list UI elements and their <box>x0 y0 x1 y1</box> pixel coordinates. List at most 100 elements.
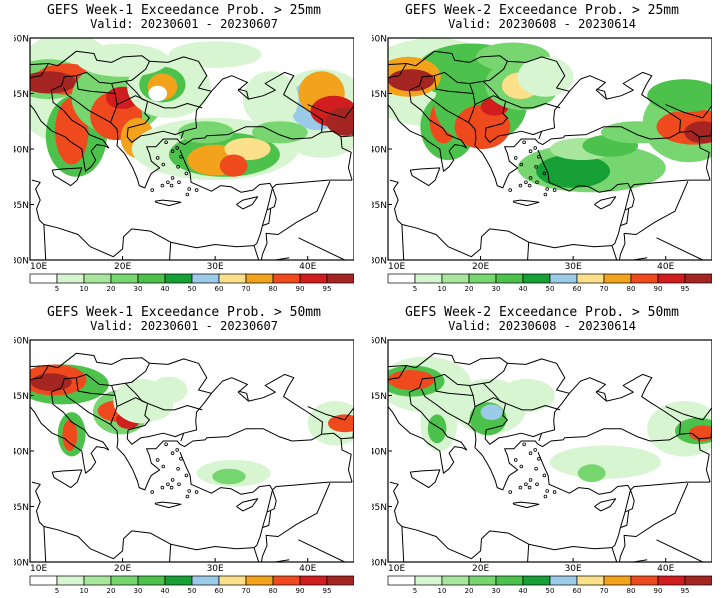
colorbar-label: 60 <box>215 285 224 293</box>
coastline <box>30 50 150 84</box>
colorbar-label: 95 <box>323 587 332 595</box>
colorbar-segment <box>218 575 247 586</box>
coastline <box>388 63 407 79</box>
coastlines-borders <box>30 50 354 260</box>
island <box>528 176 533 180</box>
colorbar-label: 70 <box>242 285 251 293</box>
lon-label: 40E <box>299 262 316 272</box>
coastline <box>419 71 476 123</box>
island <box>528 149 533 154</box>
coastline <box>537 451 631 495</box>
coastline <box>538 131 543 140</box>
panel-valid-range: Valid: 20230601 - 20230607 <box>90 17 278 31</box>
island <box>185 494 190 499</box>
panel-valid-range: Valid: 20230608 - 20230614 <box>448 17 636 31</box>
colorbar-label: 30 <box>492 587 501 595</box>
lat-label: 45N <box>372 90 387 100</box>
coastline <box>321 120 354 138</box>
island <box>175 146 180 150</box>
island <box>169 183 174 188</box>
coastline <box>253 547 260 562</box>
coastline <box>62 86 181 189</box>
coastline <box>30 85 110 172</box>
colorbar-label: 95 <box>681 587 690 595</box>
island <box>527 485 532 490</box>
island <box>552 490 557 494</box>
colorbar-segment <box>684 273 712 284</box>
coastline <box>273 257 290 260</box>
island <box>160 485 165 490</box>
colorbar-segment <box>657 273 686 284</box>
probability-contour <box>684 121 712 144</box>
map-panel-week2-50mm: GEFS Week-2 Exceedance Prob. > 50mm Vali… <box>372 302 712 598</box>
coastline <box>388 365 407 381</box>
coastline <box>43 224 47 260</box>
colorbar-label: 80 <box>269 285 278 293</box>
map-figure: 50N 45N 40N 35N 30N10E 20E 30E 40E 5 10 20 30 40 50 60… <box>372 35 712 293</box>
island <box>176 165 180 169</box>
coastline <box>260 181 331 260</box>
lat-label: 50N <box>14 35 29 45</box>
colorbar-segment <box>414 575 443 586</box>
probability-contour <box>168 41 262 68</box>
panel-valid-range: Valid: 20230601 - 20230607 <box>90 319 278 333</box>
lon-label: 10E <box>30 262 47 272</box>
coastline <box>24 418 27 436</box>
colorbar-label: 20 <box>107 587 116 595</box>
coastline <box>51 167 83 187</box>
coastline <box>388 387 468 474</box>
colorbar-segment <box>272 273 301 284</box>
lon-label: 20E <box>114 262 131 272</box>
island <box>527 183 532 188</box>
coastline <box>126 101 197 143</box>
probability-contour <box>178 121 234 144</box>
colorbar-segment <box>576 575 605 586</box>
coastline <box>147 100 203 109</box>
probability-contour <box>688 425 712 441</box>
coastline <box>340 438 353 483</box>
colorbar-segment <box>110 273 139 284</box>
colorbar-segment <box>441 575 470 586</box>
lat-label: 40N <box>372 146 387 156</box>
coastline <box>618 483 689 562</box>
island <box>164 442 168 447</box>
coastline <box>30 387 110 474</box>
colorbar-segment <box>164 575 193 586</box>
coastline <box>484 403 555 445</box>
lon-label: 20E <box>114 564 131 574</box>
colorbar-segment <box>272 575 301 586</box>
coastline <box>630 179 711 189</box>
precip-probability-field <box>30 364 354 487</box>
colorbar-segment <box>56 273 85 284</box>
lon-label: 30E <box>565 564 582 574</box>
coastline <box>298 237 345 260</box>
island <box>508 490 513 494</box>
colorbar-segment <box>414 273 443 284</box>
coastline <box>388 50 508 84</box>
island <box>543 494 548 499</box>
colorbar-label: 70 <box>600 285 609 293</box>
colorbar-label: 30 <box>134 285 143 293</box>
island <box>164 140 168 145</box>
coastline <box>419 373 476 425</box>
colorbar-label: 10 <box>438 285 447 293</box>
probability-contour <box>550 445 661 479</box>
coastline <box>409 167 441 187</box>
colorbar-segment <box>29 273 58 284</box>
island <box>155 458 160 462</box>
coastline <box>594 196 617 210</box>
coastline <box>537 126 680 146</box>
island <box>524 482 528 487</box>
island <box>545 489 550 493</box>
island <box>161 464 166 469</box>
coastline <box>75 75 116 94</box>
island <box>534 165 538 169</box>
colorbar-segment <box>326 575 354 586</box>
island <box>179 155 183 159</box>
coastline <box>512 501 540 509</box>
coastline <box>238 390 249 402</box>
island <box>169 485 174 490</box>
lon-label: 40E <box>657 262 674 272</box>
map-figure: 50N 45N 40N 35N 30N10E 20E 30E 40E 5 10 20 30 40 50 60… <box>14 337 354 595</box>
colorbar-label: 70 <box>600 587 609 595</box>
